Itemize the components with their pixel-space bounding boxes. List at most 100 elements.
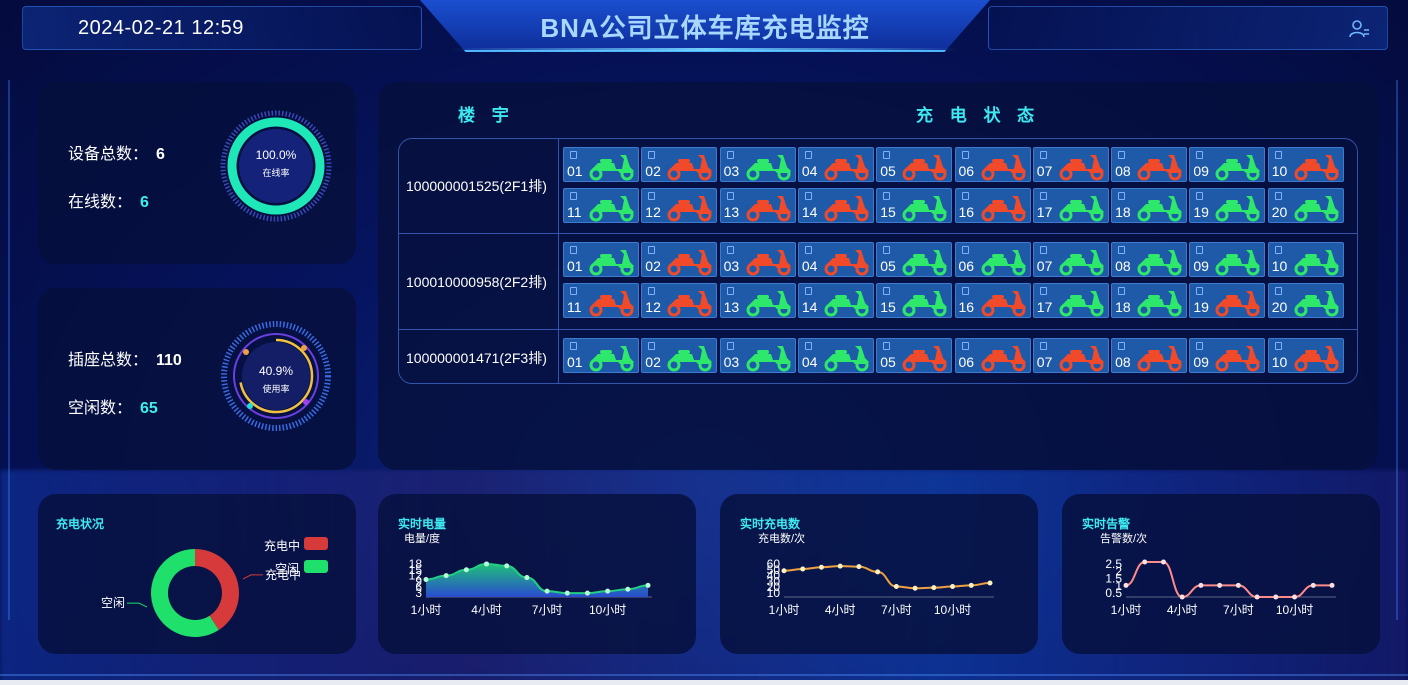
user-icon[interactable] (1348, 18, 1370, 40)
charging-slot[interactable]: 20 (1267, 283, 1344, 318)
charging-slot[interactable]: 03 (719, 147, 796, 182)
charging-slot[interactable]: 05 (876, 147, 953, 182)
pie-slice[interactable] (151, 549, 219, 637)
data-point[interactable] (856, 564, 862, 570)
charging-slot[interactable]: 18 (1111, 188, 1188, 223)
charging-slot[interactable]: 10 (1267, 147, 1344, 182)
charging-slot[interactable]: 07 (1032, 147, 1109, 182)
charging-slot[interactable]: 03 (719, 242, 796, 277)
charging-slot[interactable]: 16 (954, 188, 1031, 223)
data-point[interactable] (524, 575, 530, 581)
data-point[interactable] (584, 590, 590, 596)
charging-slot[interactable]: 08 (1111, 147, 1188, 182)
charging-slot[interactable]: 02 (641, 147, 718, 182)
slot-number: 13 (723, 299, 740, 315)
scooter-icon (746, 155, 791, 181)
charging-slot[interactable]: 11 (563, 283, 639, 318)
data-point[interactable] (625, 586, 631, 592)
charging-slot[interactable]: 07 (1032, 242, 1109, 277)
charging-slot[interactable]: 04 (797, 338, 874, 373)
data-point[interactable] (931, 585, 937, 591)
data-point[interactable] (875, 569, 881, 575)
charging-slot[interactable]: 14 (797, 188, 874, 223)
data-point[interactable] (484, 561, 490, 567)
data-point[interactable] (504, 563, 510, 569)
data-point[interactable] (463, 567, 469, 573)
data-point[interactable] (950, 584, 956, 589)
charging-slot[interactable]: 19 (1189, 283, 1266, 318)
charging-slot[interactable]: 15 (876, 188, 953, 223)
charging-slot[interactable]: 13 (719, 188, 796, 223)
data-point[interactable] (1254, 594, 1260, 600)
charging-slot[interactable]: 11 (563, 188, 639, 223)
data-point[interactable] (544, 588, 550, 594)
charging-slot[interactable]: 04 (797, 242, 874, 277)
charging-slot[interactable]: 13 (719, 283, 796, 318)
charging-slot[interactable]: 10 (1267, 242, 1344, 277)
data-point[interactable] (818, 564, 824, 570)
charging-slot[interactable]: 09 (1189, 338, 1266, 373)
data-point[interactable] (564, 590, 570, 596)
data-point[interactable] (1273, 594, 1279, 600)
slot-number: 15 (880, 204, 896, 220)
data-point[interactable] (1292, 594, 1298, 600)
device-online: 在线数： 6 (68, 188, 149, 212)
slot-number: 03 (723, 163, 740, 179)
data-point[interactable] (1123, 582, 1129, 588)
scooter-icon (1059, 155, 1104, 181)
charging-slot[interactable]: 06 (954, 338, 1031, 373)
charging-slot[interactable]: 16 (954, 283, 1031, 318)
charging-slot[interactable]: 05 (876, 242, 953, 277)
data-point[interactable] (781, 568, 787, 574)
charging-slot[interactable]: 04 (797, 147, 874, 182)
data-point[interactable] (605, 588, 611, 594)
charging-slot[interactable]: 18 (1111, 283, 1188, 318)
data-point[interactable] (1235, 582, 1241, 588)
charging-slot[interactable]: 07 (1032, 338, 1109, 373)
slot-number: 11 (567, 299, 582, 315)
charging-slot[interactable]: 06 (954, 147, 1031, 182)
data-point[interactable] (837, 563, 843, 569)
building-row: 100010000958(2F2排) 01 02 03 04 05 06 07 08 09 10 11… (399, 234, 1357, 330)
charging-slot[interactable]: 12 (641, 188, 718, 223)
charging-slot[interactable]: 02 (641, 338, 718, 373)
y-tick-label: 60 (767, 557, 781, 571)
data-point[interactable] (1179, 594, 1185, 600)
data-point[interactable] (1142, 559, 1148, 565)
charging-slot[interactable]: 19 (1189, 188, 1266, 223)
data-point[interactable] (1217, 582, 1223, 588)
data-point[interactable] (645, 582, 651, 588)
charging-slot[interactable]: 08 (1111, 242, 1188, 277)
charging-slot[interactable]: 01 (563, 147, 639, 182)
charging-slot[interactable]: 08 (1111, 338, 1188, 373)
data-point[interactable] (423, 577, 429, 582)
charging-slot[interactable]: 12 (641, 283, 718, 318)
charging-slot[interactable]: 10 (1267, 338, 1344, 373)
data-point[interactable] (968, 582, 974, 588)
data-point[interactable] (912, 585, 918, 591)
data-point[interactable] (1329, 582, 1335, 588)
charging-slot[interactable]: 01 (563, 338, 639, 373)
x-tick-label: 10小时 (934, 603, 971, 617)
data-point[interactable] (893, 584, 899, 589)
charging-slot[interactable]: 09 (1189, 147, 1266, 182)
charging-slot[interactable]: 01 (563, 242, 639, 277)
charging-slot[interactable]: 15 (876, 283, 953, 318)
data-point[interactable] (1198, 582, 1204, 588)
charging-slot[interactable]: 14 (797, 283, 874, 318)
data-point[interactable] (987, 580, 993, 586)
charging-slot[interactable]: 06 (954, 242, 1031, 277)
data-point[interactable] (443, 573, 449, 579)
pie-slice[interactable] (195, 549, 240, 631)
charging-slot[interactable]: 17 (1032, 283, 1109, 318)
charging-slot[interactable]: 03 (719, 338, 796, 373)
data-point[interactable] (800, 566, 806, 572)
charging-slot[interactable]: 20 (1267, 188, 1344, 223)
charging-slot[interactable]: 17 (1032, 188, 1109, 223)
charging-slot[interactable]: 02 (641, 242, 718, 277)
data-point[interactable] (1160, 559, 1166, 565)
charging-slot[interactable]: 09 (1189, 242, 1266, 277)
charging-slot[interactable]: 05 (876, 338, 953, 373)
socket-icon (1039, 151, 1047, 159)
data-point[interactable] (1310, 582, 1316, 588)
